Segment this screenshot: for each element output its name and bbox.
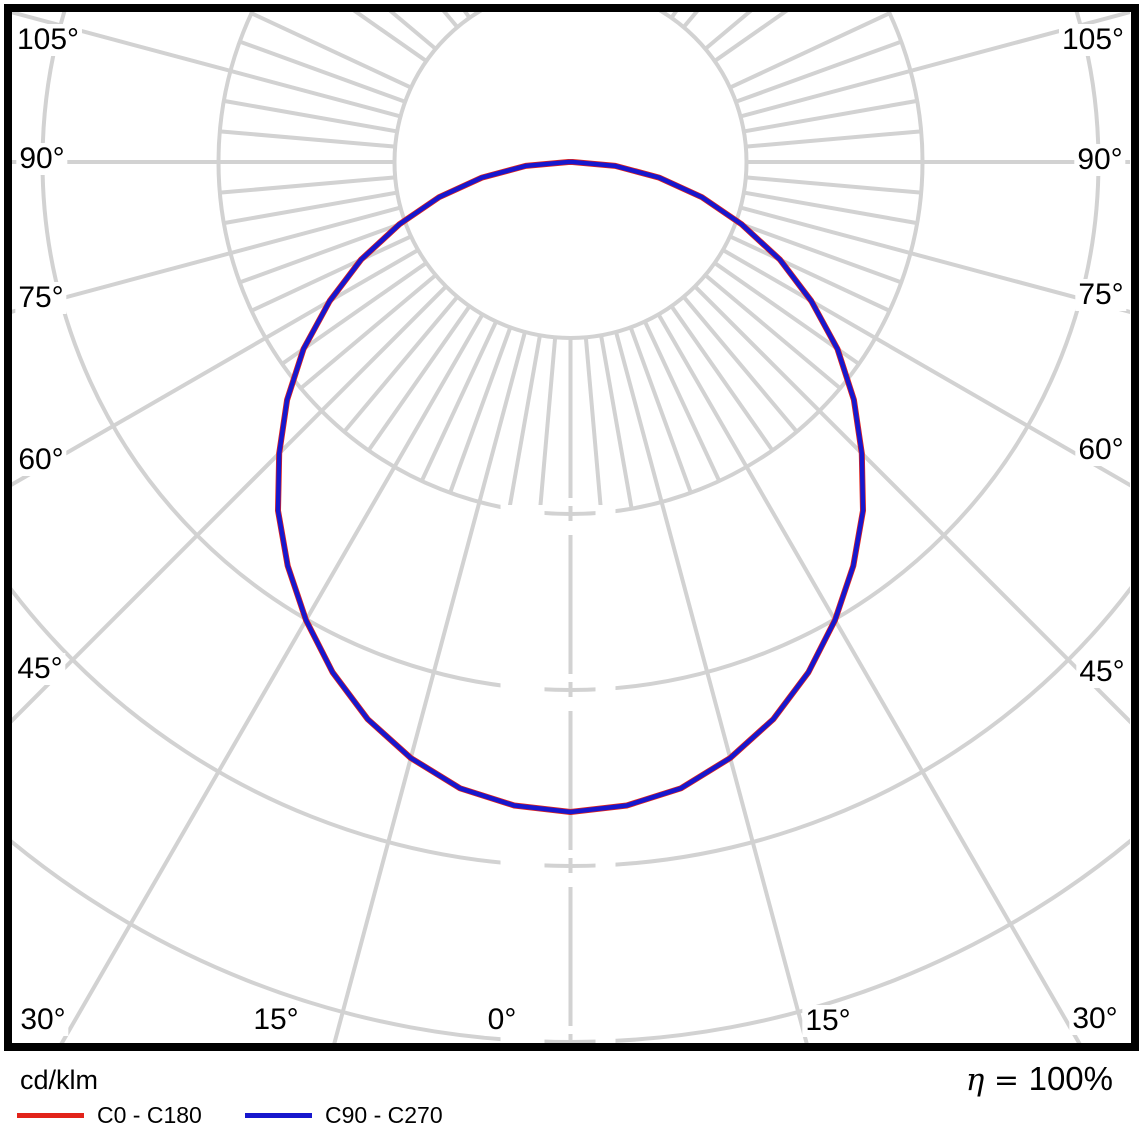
plot-frame [4, 4, 1139, 1051]
angle-label: 30° [1069, 1003, 1121, 1035]
grid-minor-spoke [704, 273, 842, 390]
grid-major-spoke [739, 205, 1130, 314]
grid-gap [500, 681, 545, 699]
grid-minor-spoke [643, 320, 722, 482]
angle-label: 60° [15, 444, 67, 476]
curve-c90-c270 [275, 159, 866, 815]
grid-major-spoke [12, 205, 402, 314]
angle-label: 60° [1075, 434, 1127, 466]
angle-label: 15° [802, 1005, 854, 1037]
angle-label: 0° [484, 1004, 520, 1036]
grid-major-spoke [614, 331, 809, 1043]
grid-gap [562, 674, 579, 682]
grid-gap [595, 1033, 616, 1043]
light-output-ratio: η = 100% [966, 1060, 1113, 1098]
grid-major-spoke [721, 248, 1130, 488]
eta-value: 100% [1028, 1060, 1113, 1097]
grid-minor-spoke [745, 129, 922, 149]
grid-gap [562, 521, 579, 535]
legend-swatch-red-line [17, 1112, 84, 1118]
grid-minor-spoke [645, 0, 719, 2]
grid-minor-spoke [745, 175, 922, 195]
legend-item-c90-c270: C90 - C270 [245, 1100, 443, 1130]
grid-minor-spoke [682, 295, 799, 433]
angle-label: 75° [15, 282, 67, 314]
legend-label: C90 - C270 [325, 1101, 443, 1128]
grid-minor-spoke [388, 12, 437, 51]
grid-minor-spoke [223, 190, 398, 226]
grid-gap [500, 505, 545, 523]
grid-gap [562, 697, 579, 711]
angle-label: 45° [14, 653, 66, 685]
grid-minor-spoke [239, 220, 406, 285]
grid-minor-spoke [599, 334, 634, 509]
grid-gap [595, 681, 616, 699]
angle-label: 90° [1074, 144, 1126, 176]
grid-gap [595, 505, 616, 523]
polar-grid [12, 0, 1130, 1043]
grid-minor-spoke [729, 12, 891, 90]
grid-minor-spoke [669, 305, 775, 452]
eta-equals: = [993, 1063, 1020, 1098]
grid-minor-spoke [713, 12, 789, 63]
grid-minor-spoke [239, 39, 406, 104]
grid-major-spoke [656, 313, 1082, 1043]
angle-label: 105° [1058, 24, 1128, 56]
angle-label: 15° [250, 1004, 302, 1036]
grid-ring [392, 12, 749, 340]
grid-major-spoke [12, 12, 402, 119]
grid-minor-spoke [342, 295, 459, 433]
grid-minor-spoke [729, 234, 891, 313]
grid-minor-spoke [537, 337, 558, 513]
grid-gap [562, 873, 579, 887]
grid-gap [562, 850, 579, 858]
grid-minor-spoke [299, 273, 437, 390]
grid-minor-spoke [743, 98, 918, 134]
grid-minor-spoke [448, 326, 513, 494]
grid-minor-spoke [583, 337, 604, 513]
grid-gap [500, 1033, 545, 1043]
grid-minor-spoke [219, 129, 396, 149]
grid-minor-spoke [250, 12, 412, 90]
grid-major-spoke [693, 285, 1130, 725]
legend: C0 - C180 C90 - C270 [0, 1100, 1143, 1130]
legend-item-c0-c180: C0 - C180 [17, 1100, 202, 1130]
grid-minor-spoke [352, 12, 428, 63]
grid-minor-spoke [735, 39, 902, 104]
grid-minor-spoke [366, 305, 472, 452]
grid-minor-spoke [223, 98, 398, 134]
grid-minor-spoke [507, 334, 542, 509]
grid-minor-spoke [419, 320, 498, 482]
angle-label: 90° [16, 143, 68, 175]
angle-label: 30° [17, 1004, 69, 1036]
grid-minor-spoke [219, 175, 396, 195]
grid-major-spoke [332, 331, 527, 1043]
polar-plot-canvas [4, 0, 1139, 1051]
grid-major-spoke [12, 285, 448, 724]
grid-minor-spoke [704, 12, 753, 51]
angle-label: 45° [1076, 656, 1128, 688]
grid-minor-spoke [628, 326, 693, 494]
grid-minor-spoke [735, 220, 902, 285]
grid-gap [500, 857, 545, 875]
grid-gap [595, 857, 616, 875]
grid-major-spoke [12, 248, 420, 487]
grid-major-spoke [739, 12, 1130, 119]
legend-swatch-blue-line [245, 1112, 312, 1118]
unit-label: cd/klm [20, 1065, 99, 1095]
grid-gap [562, 498, 579, 506]
grid-major-spoke [59, 313, 485, 1043]
eta-symbol: η [965, 1062, 985, 1098]
grid-gap [562, 1026, 579, 1034]
angle-label: 75° [1075, 279, 1127, 311]
angle-label: 105° [13, 24, 83, 56]
grid-minor-spoke [422, 0, 496, 2]
grid-minor-spoke [250, 234, 412, 313]
legend-label: C0 - C180 [97, 1101, 202, 1128]
grid-minor-spoke [743, 190, 918, 226]
